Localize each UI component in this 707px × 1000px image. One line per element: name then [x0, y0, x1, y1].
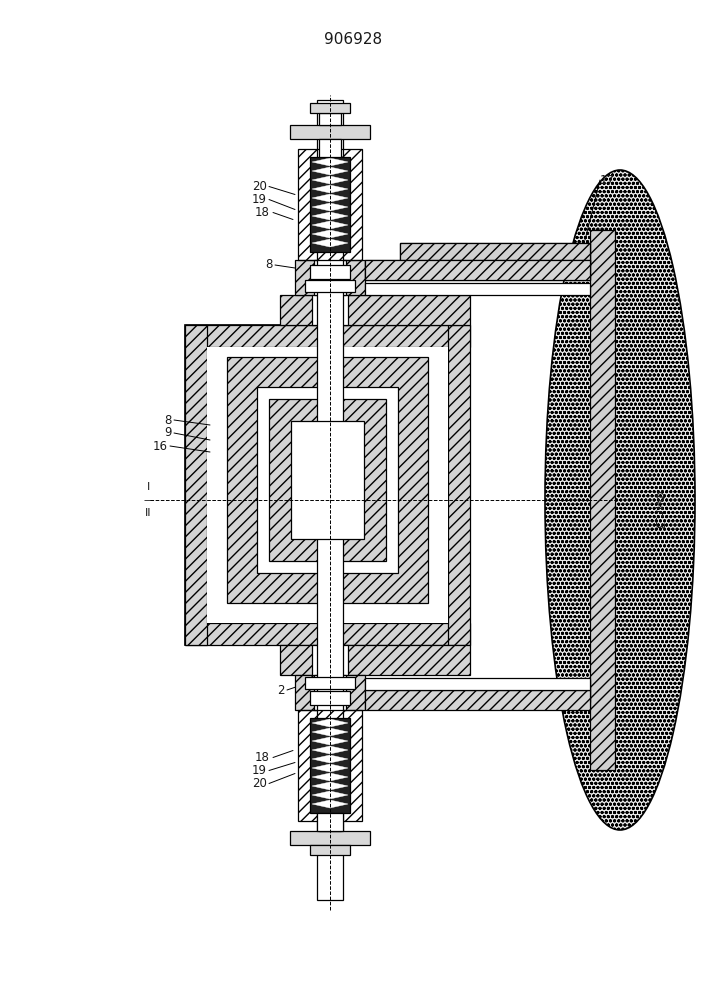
Bar [310, 103, 350, 113]
Text: 8: 8 [165, 414, 172, 426]
Polygon shape [312, 764, 348, 772]
Text: 17: 17 [600, 174, 615, 186]
Text: 20: 20 [252, 180, 267, 193]
Polygon shape [312, 203, 348, 211]
Polygon shape [312, 221, 348, 229]
Bar [314, 675, 346, 710]
Polygon shape [312, 176, 348, 184]
Text: 19: 19 [252, 764, 267, 777]
Bar [295, 675, 365, 710]
Polygon shape [312, 167, 348, 175]
Bar [185, 623, 470, 645]
Bar [269, 399, 386, 561]
Bar [310, 845, 350, 855]
Polygon shape [312, 719, 348, 727]
Polygon shape [312, 194, 348, 202]
Text: Фиг.3: Фиг.3 [651, 490, 665, 530]
Polygon shape [312, 782, 348, 790]
Polygon shape [312, 746, 348, 754]
Bar [280, 295, 470, 325]
Bar [400, 243, 590, 265]
Bar [317, 813, 343, 831]
Polygon shape [312, 791, 348, 799]
Bar [310, 157, 350, 252]
Bar [319, 819, 341, 831]
Polygon shape [312, 755, 348, 763]
Text: 18: 18 [255, 751, 270, 764]
Text: 2: 2 [278, 684, 285, 696]
Bar [448, 325, 470, 645]
Bar [319, 139, 341, 157]
Polygon shape [312, 230, 348, 238]
Polygon shape [312, 800, 348, 808]
Bar [365, 260, 590, 280]
Bar [312, 645, 348, 675]
Bar [314, 260, 346, 295]
Text: 20: 20 [252, 777, 267, 790]
Bar [400, 680, 590, 702]
Bar [207, 347, 448, 623]
Bar [305, 280, 355, 292]
Polygon shape [312, 728, 348, 736]
Text: II: II [145, 508, 151, 518]
Bar [298, 149, 362, 260]
Bar [185, 325, 470, 347]
Text: 8: 8 [266, 258, 273, 271]
Text: 16: 16 [153, 440, 168, 452]
Bar [365, 283, 590, 295]
Bar [312, 295, 348, 325]
Bar [185, 325, 207, 645]
Bar [365, 690, 590, 710]
Polygon shape [312, 239, 348, 247]
Ellipse shape [545, 170, 695, 830]
Polygon shape [312, 185, 348, 193]
Bar [185, 325, 470, 645]
Bar [319, 113, 341, 125]
Bar [310, 718, 350, 813]
Text: 906928: 906928 [324, 32, 382, 47]
Bar [295, 260, 365, 295]
Bar [400, 243, 590, 265]
Bar [365, 678, 590, 690]
Text: 19: 19 [252, 193, 267, 206]
Bar [257, 387, 398, 573]
Text: I: I [146, 482, 150, 492]
Bar [590, 230, 615, 770]
Text: —: — [143, 495, 153, 505]
Bar [305, 677, 355, 689]
Text: 9: 9 [165, 426, 172, 440]
Bar [227, 357, 428, 603]
Bar [290, 831, 370, 845]
Bar [310, 691, 350, 705]
Bar [280, 645, 470, 675]
Polygon shape [312, 158, 348, 166]
Bar [290, 125, 370, 139]
Bar [298, 710, 362, 821]
Bar [310, 265, 350, 279]
Bar [317, 100, 343, 900]
Polygon shape [312, 737, 348, 745]
Polygon shape [312, 212, 348, 220]
Text: 18: 18 [255, 206, 270, 219]
Polygon shape [312, 773, 348, 781]
Bar [291, 421, 364, 539]
Bar [365, 260, 590, 280]
